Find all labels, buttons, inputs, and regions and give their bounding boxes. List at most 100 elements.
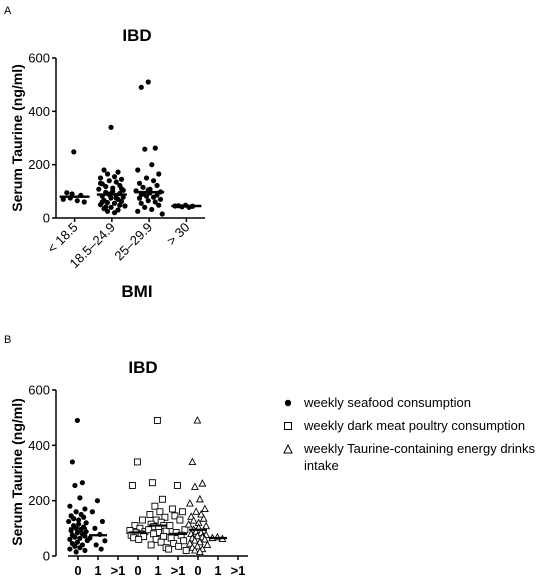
panel-b-point — [197, 510, 206, 518]
panel-a-y-tick-label: 200 — [28, 157, 50, 172]
panel-a-point — [118, 176, 125, 182]
panel-a-point — [108, 195, 114, 201]
panel-a-point — [108, 204, 114, 210]
panel-b-x-tick-label: 0 — [134, 563, 141, 578]
panel-a-point — [118, 186, 125, 192]
panel-b-y-tick-label: 400 — [28, 438, 50, 453]
panel-b-point — [102, 538, 108, 544]
panel-a-point — [156, 171, 162, 177]
panel-a-point — [106, 178, 112, 184]
panel-a-label: A — [4, 5, 12, 17]
panel-b-point — [72, 482, 78, 489]
panel-a-point — [154, 182, 160, 189]
panel-b-x-tick-label: 1 — [94, 563, 101, 578]
panel-b-point — [77, 545, 83, 551]
panel-b-point — [168, 505, 176, 513]
panel-a-point — [113, 179, 119, 185]
panel-a-point — [152, 145, 158, 151]
panel-a-point — [122, 203, 128, 209]
panel-a-point — [104, 199, 111, 206]
panel-b-point — [94, 498, 100, 504]
panel-a-point — [104, 171, 111, 177]
panel-b-point — [156, 508, 164, 516]
panel-b-point — [190, 546, 199, 554]
panel-b-point — [146, 511, 154, 518]
panel-a-point — [140, 184, 146, 190]
panel-b-x-tick-label: 0 — [74, 563, 81, 578]
panel-b-point — [67, 536, 73, 543]
panel-b-point — [138, 516, 146, 524]
panel-b-point — [200, 504, 209, 513]
legend-item-poultry: weekly dark meat poultry consumption — [282, 417, 544, 434]
panel-a-ylabel: Serum Taurine (ng/ml) — [9, 64, 25, 212]
panel-a-point — [138, 84, 144, 90]
panel-b-point — [82, 547, 88, 554]
panel-b-point — [135, 535, 143, 543]
panel-b-point — [151, 502, 159, 510]
panel-b-point — [145, 526, 153, 534]
panel-a-point — [74, 198, 80, 204]
panel-a-y-tick-label: 0 — [43, 211, 50, 226]
panel-b-point — [198, 479, 207, 487]
panel-a-point — [145, 79, 151, 85]
panel-b-point — [76, 521, 82, 527]
panel-b-point — [67, 503, 73, 509]
panel-a-point — [143, 193, 150, 199]
panel-b-point — [173, 482, 181, 489]
panel-b-point — [193, 541, 202, 550]
panel-b-x-tick-label: 0 — [194, 563, 201, 578]
panel-a-point — [69, 191, 75, 197]
panel-b-point — [66, 518, 72, 525]
panel-b-point — [93, 542, 99, 548]
panel-b-point — [69, 459, 75, 465]
panel-b-point — [171, 512, 179, 520]
panel-a-point — [101, 167, 107, 173]
panel-b-point — [185, 499, 194, 507]
panel-b-point — [180, 537, 188, 545]
panel-b-point — [189, 516, 198, 524]
panel-b-point — [99, 518, 105, 525]
panel-b-point — [190, 482, 199, 490]
panel-a-point — [96, 186, 102, 192]
panel-b-point — [203, 540, 212, 548]
panel-a-x-tick-label: > 30 — [164, 220, 193, 249]
panel-b-point — [74, 530, 80, 536]
panel-a-point — [99, 199, 105, 205]
panel-a-point — [111, 210, 118, 216]
panel-a-point — [117, 202, 123, 208]
panel-b-x-tick-label: >1 — [111, 563, 126, 578]
panel-b-point — [157, 538, 165, 546]
panel-b-point — [73, 549, 79, 555]
panel-a-point — [111, 200, 118, 206]
panel-b-point — [71, 516, 77, 522]
panel-b-point — [89, 509, 95, 515]
panel-b-point — [81, 514, 87, 520]
panel-b-point — [87, 535, 93, 541]
panel-a-point — [135, 208, 141, 214]
panel-a-point — [97, 175, 104, 181]
panel-b-point — [193, 531, 202, 540]
legend-label-energy-drinks: weekly Taurine-containing energy drinks … — [304, 441, 535, 473]
panel-a-point — [143, 175, 150, 181]
panel-a-point — [157, 196, 164, 202]
panel-a-point — [145, 198, 151, 204]
panel-b-point — [181, 526, 189, 534]
panel-b-ylabel: Serum Taurine (ng/ml) — [9, 398, 25, 546]
panel-b-point — [165, 545, 173, 553]
panel-a-point — [120, 194, 126, 200]
panel-b-y-tick-label: 200 — [28, 493, 50, 508]
panel-a-point — [135, 167, 141, 173]
panel-b-x-tick-label: >1 — [231, 563, 246, 578]
panel-b-point — [82, 506, 88, 512]
panel-a-point — [142, 204, 148, 210]
panel-b-y-tick-label: 0 — [43, 549, 50, 564]
panel-b-point — [82, 533, 88, 539]
panel-a-point — [149, 206, 155, 213]
panel-b-point — [184, 520, 193, 528]
panel-b-point — [72, 534, 78, 540]
panel-b-title: IBD — [128, 358, 157, 377]
panel-a-point — [64, 190, 70, 196]
